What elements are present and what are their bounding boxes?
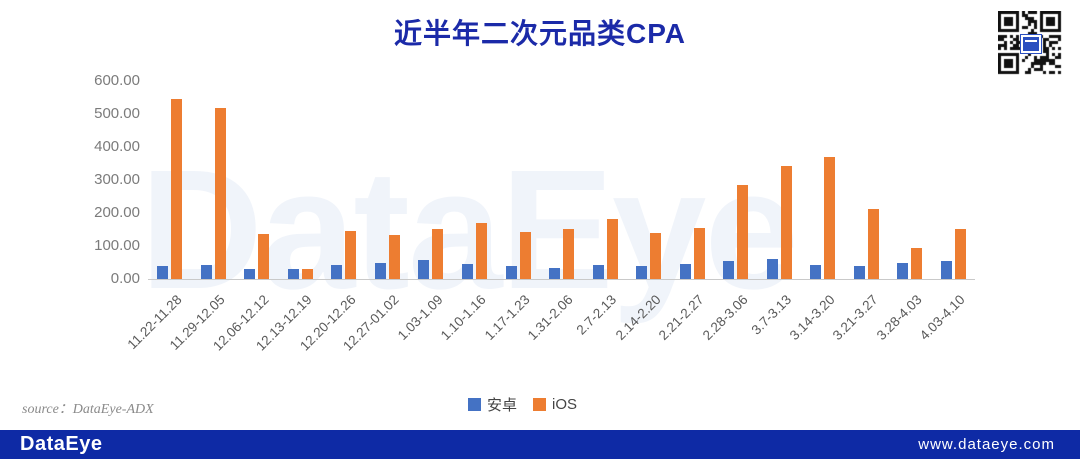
legend-item-安卓: 安卓 (467, 394, 517, 415)
bar-group (670, 81, 714, 279)
bar-group (409, 81, 453, 279)
x-tick-label: 4.03-4.10 (916, 292, 968, 343)
legend-item-iOS: iOS (533, 394, 577, 415)
bar-group (627, 81, 671, 279)
bar-group (148, 81, 192, 279)
bar-iOS-4.03-4.10 (954, 229, 966, 279)
bar-group (845, 81, 889, 279)
bar-安卓-2.7-2.13 (592, 265, 604, 279)
bar-group (888, 81, 932, 279)
bar-group (583, 81, 627, 279)
bar-group (322, 81, 366, 279)
legend-swatch-icon (533, 398, 546, 411)
legend-label: iOS (552, 396, 578, 413)
bar-group (366, 81, 410, 279)
bar-安卓-3.14-3.20 (810, 265, 822, 279)
qr-center-logo-icon (1021, 35, 1041, 53)
bar-安卓-12.06-12.12 (244, 269, 256, 279)
x-tick-label: 2.28-3.06 (699, 292, 751, 343)
x-tick-label: 1.31-2.06 (525, 292, 577, 343)
y-tick-label: 400.00 (94, 138, 140, 155)
x-tick-label: 2.21-2.27 (655, 292, 707, 343)
bar-iOS-1.31-2.06 (563, 229, 575, 279)
bar-安卓-12.27-01.02 (374, 263, 386, 279)
bar-安卓-3.28-4.03 (897, 263, 909, 279)
bar-iOS-3.7-3.13 (780, 166, 792, 279)
y-tick-label: 200.00 (94, 204, 140, 221)
bar-iOS-12.20-12.26 (345, 231, 357, 279)
legend: 安卓 iOS (0, 394, 1045, 415)
legend-swatch-icon (467, 398, 481, 411)
y-tick-label: 100.00 (94, 237, 140, 254)
bar-安卓-12.20-12.26 (331, 265, 343, 279)
x-tick-label: 3.14-3.20 (786, 292, 838, 343)
qr-code (995, 8, 1065, 78)
source-note: source：DataEye-ADX (22, 402, 154, 417)
bar-安卓-2.14-2.20 (636, 266, 648, 279)
bar-安卓-1.03-1.09 (418, 260, 430, 279)
bar-安卓-3.21-3.27 (853, 266, 865, 279)
bar-group (932, 81, 976, 279)
bar-iOS-12.13-12.19 (301, 269, 313, 279)
bar-安卓-3.7-3.13 (766, 259, 778, 279)
bar-安卓-11.22-11.28 (157, 266, 169, 279)
legend-label: 安卓 (486, 397, 517, 414)
bar-安卓-12.13-12.19 (287, 269, 299, 279)
footer-url: www.dataeye.com (918, 436, 1055, 453)
y-axis: 600.00 500.00 400.00 300.00 200.00 100.00 0.00 (50, 0, 140, 320)
plot-area (148, 81, 975, 280)
bar-安卓-1.17-1.23 (505, 266, 517, 279)
bar-group (496, 81, 540, 279)
bar-安卓-2.28-3.06 (723, 261, 735, 279)
bar-group (714, 81, 758, 279)
bar-iOS-3.14-3.20 (824, 157, 836, 279)
y-tick-label: 500.00 (94, 105, 140, 122)
bar-iOS-2.28-3.06 (737, 185, 749, 279)
bar-安卓-1.31-2.06 (549, 268, 561, 279)
bar-iOS-1.10-1.16 (475, 223, 487, 279)
bar-iOS-2.14-2.20 (650, 233, 662, 279)
bar-iOS-3.28-4.03 (911, 248, 923, 279)
x-tick-label: 3.21-3.27 (829, 292, 881, 343)
bar-group (757, 81, 801, 279)
x-tick-label: 1.03-1.09 (394, 292, 446, 343)
bar-安卓-2.21-2.27 (679, 264, 691, 279)
bar-group (279, 81, 323, 279)
bar-iOS-1.03-1.09 (432, 229, 444, 279)
x-tick-label: 1.10-1.16 (438, 292, 490, 343)
bar-group (801, 81, 845, 279)
bar-group (540, 81, 584, 279)
bar-安卓-1.10-1.16 (461, 264, 473, 279)
bar-iOS-3.21-3.27 (867, 209, 879, 279)
x-axis-labels: 11.22-11.28 11.29-12.05 12.06-12.12 12.13-1… (124, 288, 975, 388)
bar-group (192, 81, 236, 279)
y-tick-label: 600.00 (94, 72, 140, 89)
dataeye-logo: DataEye (20, 433, 103, 455)
bar-iOS-12.06-12.12 (258, 234, 270, 279)
bar-iOS-2.7-2.13 (606, 219, 618, 279)
bar-安卓-4.03-4.10 (940, 261, 952, 279)
footer-bar: DataEye www.dataeye.com (0, 430, 1080, 459)
bar-iOS-12.27-01.02 (388, 235, 400, 279)
chart-title: 近半年二次元品类CPA (393, 18, 687, 49)
x-tick-label: 1.17-1.23 (481, 292, 533, 343)
bar-iOS-11.22-11.28 (171, 99, 183, 279)
bar-iOS-1.17-1.23 (519, 232, 531, 279)
x-tick-label: 3.28-4.03 (873, 292, 925, 343)
y-tick-label: 0.00 (110, 270, 140, 287)
bar-iOS-2.21-2.27 (693, 228, 705, 279)
bar-安卓-11.29-12.05 (200, 265, 212, 279)
x-tick-label: 2.14-2.20 (612, 292, 664, 343)
y-tick-label: 300.00 (94, 171, 140, 188)
bar-group (453, 81, 497, 279)
bar-iOS-11.29-12.05 (214, 108, 226, 279)
bar-group (235, 81, 279, 279)
